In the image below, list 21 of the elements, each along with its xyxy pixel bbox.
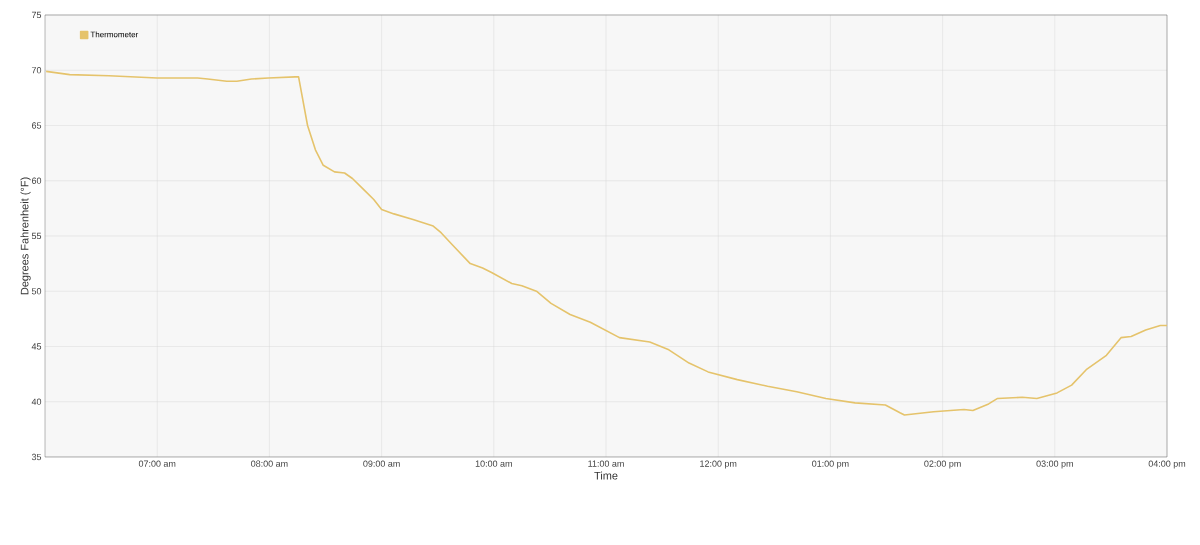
y-tick-label: 60 <box>31 177 42 184</box>
y-axis-title: Degrees Fahrenheit (°F) <box>20 177 31 295</box>
x-tick-label: 08:00 am <box>251 460 288 467</box>
y-tick-label: 35 <box>31 453 42 461</box>
y-tick-label: 75 <box>31 11 42 19</box>
x-tick-label: 01:00 pm <box>812 460 849 469</box>
x-tick-label: 04:00 pm <box>1148 460 1186 469</box>
y-tick-label: 70 <box>31 67 42 74</box>
y-tick-label: 65 <box>31 122 42 129</box>
x-tick-label: 10:00 am <box>475 460 512 467</box>
x-tick-label: 12:00 pm <box>700 460 737 469</box>
y-tick-label: 55 <box>31 232 42 240</box>
x-tick-label: 11:00 am <box>588 460 624 467</box>
x-tick-label: 03:00 pm <box>1036 460 1073 469</box>
y-tick-label: 40 <box>31 398 42 405</box>
x-tick-label: 02:00 pm <box>924 460 961 469</box>
y-tick-label: 45 <box>31 343 42 350</box>
x-tick-label: 09:00 am <box>363 460 400 467</box>
x-axis-title: Time <box>594 471 618 480</box>
x-tick-label: 07:00 am <box>138 460 176 467</box>
y-tick-label: 50 <box>31 288 42 295</box>
